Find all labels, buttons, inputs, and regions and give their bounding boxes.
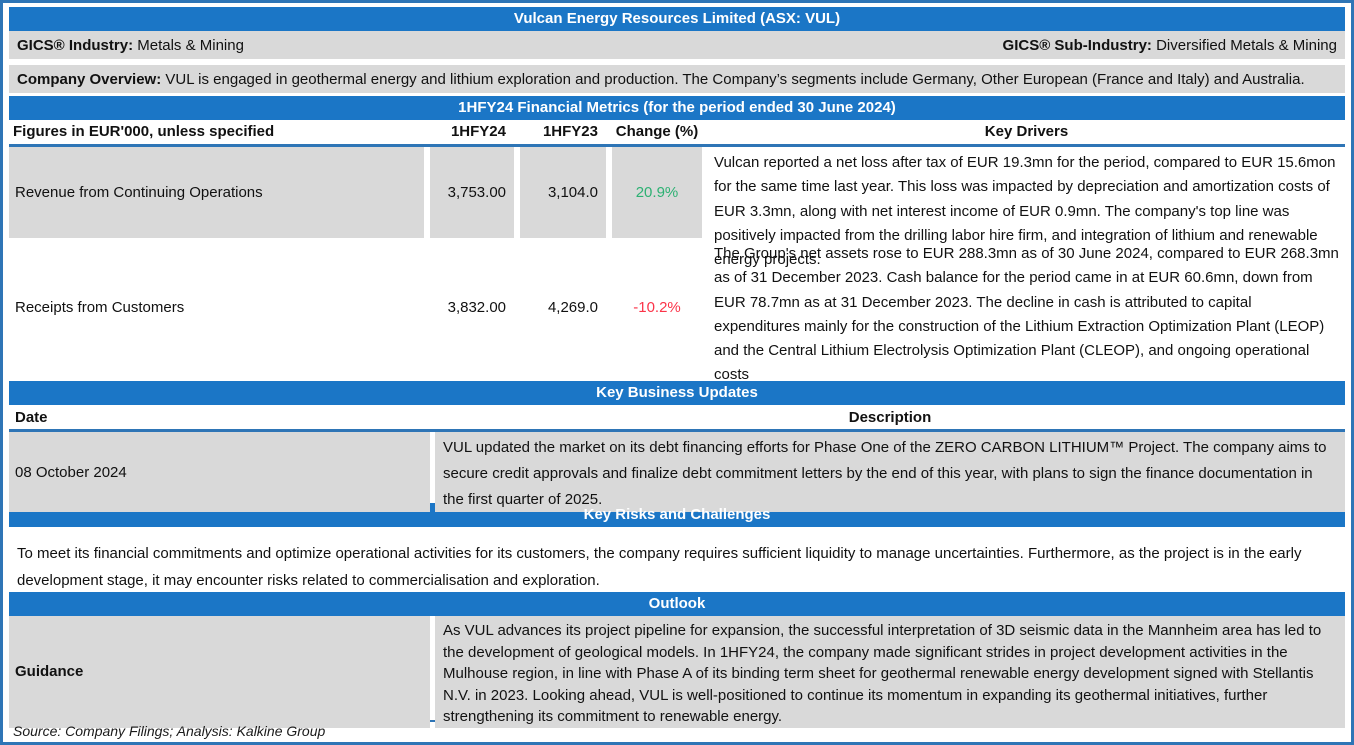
gics-industry: GICS® Industry: Metals & Mining <box>17 37 244 54</box>
page-title: Vulcan Energy Resources Limited (ASX: VU… <box>9 7 1345 31</box>
update-date: 08 October 2024 <box>9 432 430 513</box>
risks-text: To meet its financial commitments and op… <box>17 545 1302 589</box>
company-overview-text: VUL is engaged in geothermal energy and … <box>165 70 1305 88</box>
company-overview-row: Company Overview: VUL is engaged in geot… <box>9 65 1345 93</box>
key-driver-text: The Group's net assets rose to EUR 288.3… <box>714 245 1339 384</box>
gics-industry-label: GICS® Industry: <box>17 36 134 54</box>
updates-table-header: Date Description <box>9 405 1345 432</box>
section-header-financial-metrics: 1HFY24 Financial Metrics (for the period… <box>9 96 1345 120</box>
col-header-change: Change (%) <box>615 123 699 140</box>
col-header-date: Date <box>15 408 48 426</box>
col-header-key-drivers: Key Drivers <box>984 123 1069 140</box>
guidance-label: Guidance <box>9 616 430 728</box>
section-header-outlook: Outlook <box>9 592 1345 616</box>
value-1hfy24: 3,832.00 <box>447 298 506 316</box>
col-header-1hfy24: 1HFY24 <box>450 123 506 140</box>
col-header-description: Description <box>848 408 932 426</box>
metric-name: Revenue from Continuing Operations <box>9 147 424 238</box>
value-change-pct: -10.2% <box>633 298 681 316</box>
table-row-revenue: Revenue from Continuing Operations 3,753… <box>9 147 1345 268</box>
metric-name: Receipts from Customers <box>15 298 185 316</box>
gics-row: GICS® Industry: Metals & Mining GICS® Su… <box>9 31 1345 59</box>
update-description: VUL updated the market on its debt finan… <box>435 432 1345 513</box>
gics-sub-industry-value: Diversified Metals & Mining <box>1156 36 1337 54</box>
value-1hfy23: 3,104.0 <box>520 147 606 238</box>
col-header-1hfy23: 1HFY23 <box>542 123 598 140</box>
table-row-receipts: Receipts from Customers 3,832.00 4,269.0… <box>9 238 1345 384</box>
gics-sub-industry-label: GICS® Sub-Industry: <box>1002 36 1152 54</box>
value-change-pct: 20.9% <box>612 147 702 238</box>
company-overview: Company Overview: VUL is engaged in geot… <box>17 71 1305 88</box>
company-overview-label: Company Overview: <box>17 70 162 88</box>
gics-industry-value: Metals & Mining <box>137 36 244 54</box>
key-driver-text: Vulcan reported a net loss after tax of … <box>708 147 1345 268</box>
table-row-update: 08 October 2024 VUL updated the market o… <box>9 432 1345 513</box>
financial-table-header: Figures in EUR'000, unless specified 1HF… <box>9 120 1345 147</box>
col-header-figures: Figures in EUR'000, unless specified <box>13 123 275 140</box>
section-header-business-updates: Key Business Updates <box>9 381 1345 405</box>
gics-sub-industry: GICS® Sub-Industry: Diversified Metals &… <box>1003 37 1337 54</box>
value-1hfy23: 4,269.0 <box>547 298 598 316</box>
value-1hfy24: 3,753.00 <box>430 147 514 238</box>
guidance-text: As VUL advances its project pipeline for… <box>435 616 1345 728</box>
table-row-guidance: Guidance As VUL advances its project pip… <box>9 616 1345 728</box>
